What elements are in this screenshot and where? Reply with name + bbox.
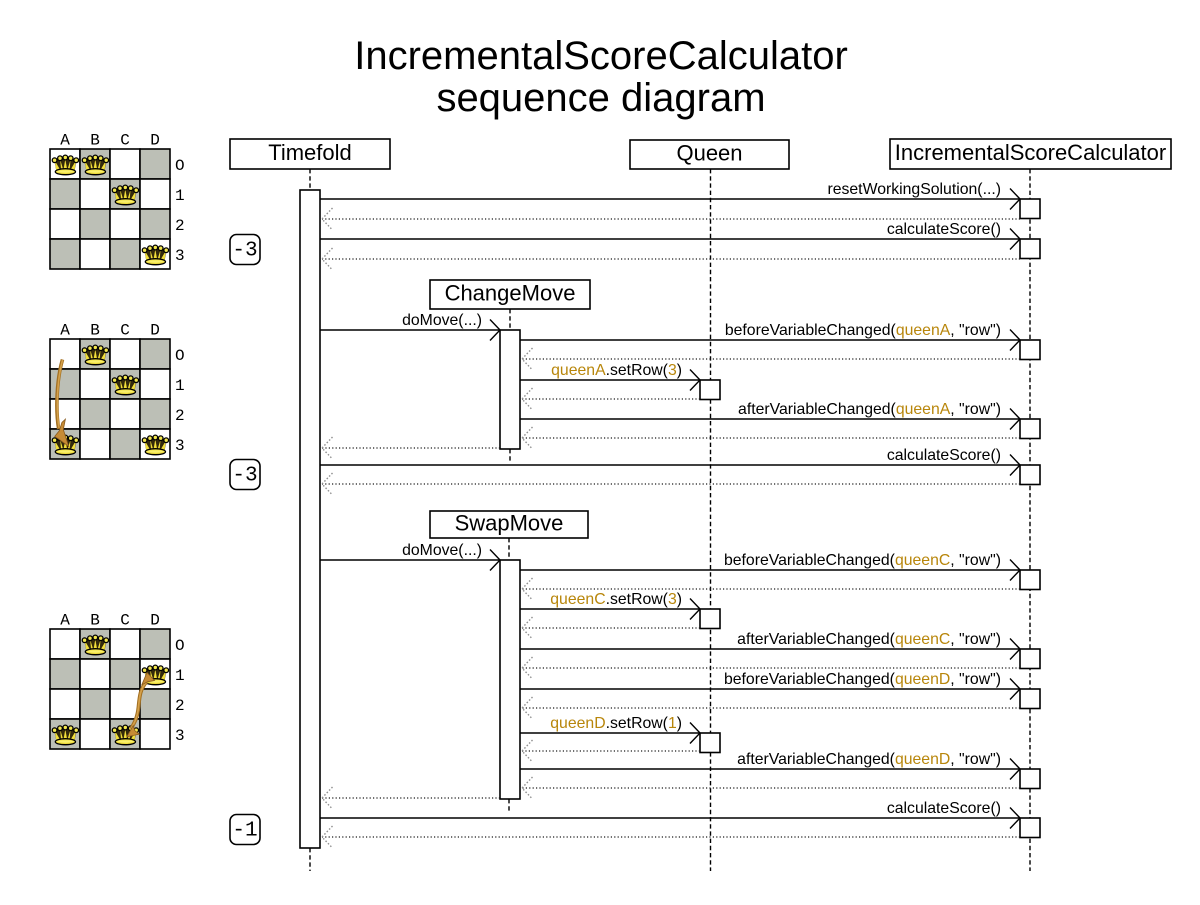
svg-text:O: O — [175, 347, 185, 365]
svg-text:D: D — [150, 612, 160, 630]
svg-text:doMove(...): doMove(...) — [402, 542, 482, 559]
svg-text:beforeVariableChanged(queenA,: beforeVariableChanged(queenA, "row") — [725, 322, 1001, 339]
svg-text:Queen: Queen — [676, 140, 742, 165]
svg-text:sequence diagram: sequence diagram — [436, 76, 765, 120]
svg-text:afterVariableChanged(queenD, ": afterVariableChanged(queenD, "row") — [737, 751, 1001, 768]
svg-text:-1: -1 — [232, 819, 257, 842]
svg-text:3: 3 — [175, 437, 185, 455]
svg-text:2: 2 — [175, 407, 185, 425]
svg-text:queenC.setRow(3): queenC.setRow(3) — [550, 591, 682, 608]
svg-text:queenA.setRow(3): queenA.setRow(3) — [551, 362, 682, 379]
svg-text:1: 1 — [175, 377, 185, 395]
svg-text:O: O — [175, 157, 185, 175]
svg-text:C: C — [120, 322, 130, 340]
svg-text:SwapMove: SwapMove — [455, 510, 564, 535]
svg-text:1: 1 — [175, 667, 185, 685]
svg-text:B: B — [90, 612, 100, 630]
svg-text:D: D — [150, 132, 160, 150]
svg-text:3: 3 — [175, 727, 185, 745]
svg-text:D: D — [150, 322, 160, 340]
svg-text:afterVariableChanged(queenA, ": afterVariableChanged(queenA, "row") — [738, 401, 1001, 418]
svg-text:IncrementalScoreCalculator: IncrementalScoreCalculator — [354, 34, 848, 78]
svg-text:calculateScore(): calculateScore() — [887, 447, 1001, 464]
svg-text:ChangeMove: ChangeMove — [445, 280, 576, 305]
svg-text:beforeVariableChanged(queenC,: beforeVariableChanged(queenC, "row") — [724, 552, 1001, 569]
svg-text:queenD.setRow(1): queenD.setRow(1) — [550, 715, 682, 732]
svg-text:B: B — [90, 322, 100, 340]
svg-text:afterVariableChanged(queenC, ": afterVariableChanged(queenC, "row") — [737, 631, 1001, 648]
svg-text:3: 3 — [175, 247, 185, 265]
svg-text:C: C — [120, 612, 130, 630]
svg-text:Timefold: Timefold — [268, 140, 352, 165]
svg-text:calculateScore(): calculateScore() — [887, 221, 1001, 238]
svg-text:calculateScore(): calculateScore() — [887, 800, 1001, 817]
svg-text:-3: -3 — [232, 464, 257, 487]
svg-text:-3: -3 — [232, 239, 257, 262]
svg-text:O: O — [175, 637, 185, 655]
svg-text:A: A — [60, 612, 70, 630]
svg-text:A: A — [60, 132, 70, 150]
svg-text:resetWorkingSolution(...): resetWorkingSolution(...) — [827, 181, 1001, 198]
svg-text:doMove(...): doMove(...) — [402, 312, 482, 329]
svg-text:2: 2 — [175, 697, 185, 715]
svg-text:1: 1 — [175, 187, 185, 205]
svg-text:beforeVariableChanged(queenD,: beforeVariableChanged(queenD, "row") — [724, 671, 1001, 688]
svg-text:B: B — [90, 132, 100, 150]
svg-text:C: C — [120, 132, 130, 150]
svg-text:2: 2 — [175, 217, 185, 235]
svg-text:A: A — [60, 322, 70, 340]
svg-text:IncrementalScoreCalculator: IncrementalScoreCalculator — [895, 140, 1166, 165]
